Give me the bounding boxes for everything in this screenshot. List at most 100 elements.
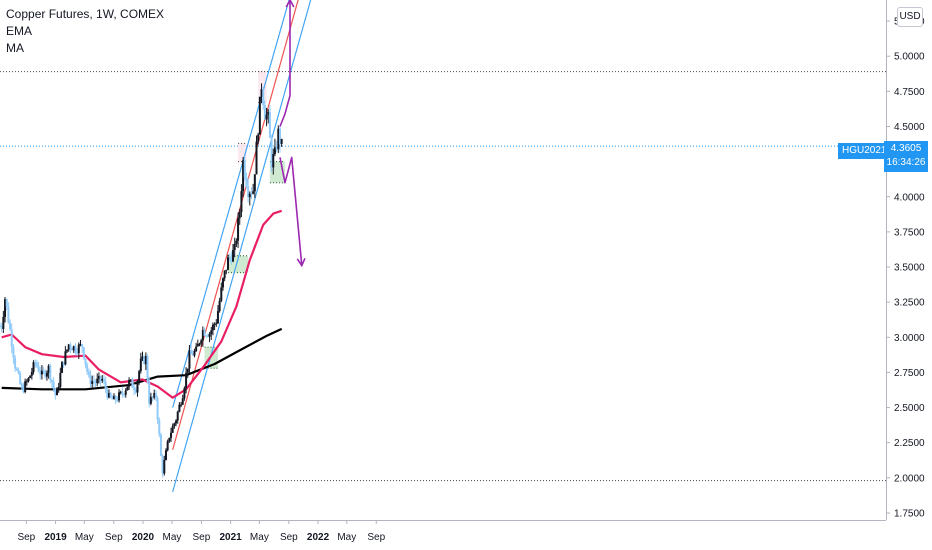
- candle-body: [34, 362, 37, 364]
- candle-body: [185, 372, 188, 389]
- forecast-arrow-head: [296, 257, 306, 268]
- candle-body: [206, 335, 209, 337]
- candle-body: [153, 392, 156, 398]
- candle-body: [216, 311, 219, 324]
- channel-upper-line: [172, 0, 290, 408]
- candle-body: [111, 396, 114, 400]
- candle-body: [45, 372, 48, 377]
- candle-body: [124, 390, 127, 395]
- candle-body: [61, 361, 64, 373]
- price-tick-label: 3.7500: [894, 227, 925, 238]
- candle-body: [4, 299, 7, 317]
- candle-body: [278, 128, 281, 144]
- candle-body: [273, 147, 276, 155]
- candle-body: [186, 368, 189, 373]
- candle-body: [57, 386, 60, 389]
- candle-body: [228, 257, 231, 259]
- candle-body: [265, 114, 268, 120]
- candle-body: [92, 380, 95, 382]
- time-tick-label: May: [163, 532, 182, 543]
- candle-body: [10, 329, 13, 347]
- forecast-arrow-path: [279, 156, 303, 266]
- candle-body: [133, 387, 136, 391]
- candle-body: [97, 375, 100, 379]
- candle-body: [14, 357, 17, 369]
- candle-body: [158, 419, 161, 435]
- candle-body: [267, 111, 270, 115]
- candle-body: [240, 191, 243, 213]
- candle-body: [170, 432, 173, 438]
- candle-body: [255, 141, 258, 175]
- candle-body: [82, 347, 85, 359]
- candle-body: [258, 96, 261, 135]
- candle-body: [171, 426, 174, 433]
- candle-body: [136, 381, 139, 393]
- candle-body: [7, 306, 10, 323]
- legend-ma[interactable]: MA: [6, 41, 24, 55]
- candle-body: [67, 344, 70, 350]
- candle-body: [107, 393, 110, 398]
- time-tick-label: Sep: [17, 532, 35, 543]
- price-tick-label: 2.5000: [894, 403, 925, 414]
- candle-body: [32, 362, 35, 372]
- candle-body: [176, 411, 179, 421]
- candle-body: [66, 349, 69, 352]
- candle-body: [238, 212, 241, 219]
- candle-body: [220, 287, 223, 301]
- candle-body: [129, 379, 132, 381]
- candle-body: [106, 389, 109, 398]
- candle-body: [22, 388, 25, 393]
- candle-body: [190, 350, 193, 354]
- resistance-zone: [258, 71, 267, 103]
- price-tick-label: 4.5000: [894, 122, 925, 133]
- candle-body: [123, 394, 126, 396]
- candle-body: [114, 396, 117, 401]
- candle-body: [9, 322, 12, 330]
- time-tick-label: Sep: [280, 532, 298, 543]
- candle-body: [242, 160, 245, 192]
- candle-body: [196, 344, 199, 347]
- arrow-layer: [279, 0, 306, 268]
- currency-button[interactable]: USD: [897, 7, 923, 27]
- time-tick-label: 2022: [307, 532, 330, 543]
- candle-body: [164, 450, 167, 461]
- candle-body: [210, 330, 213, 335]
- candle-body: [280, 138, 283, 144]
- candle-body: [141, 356, 144, 359]
- legend-ema[interactable]: EMA: [6, 24, 33, 38]
- candle-body: [47, 365, 50, 373]
- candle-body: [113, 396, 116, 400]
- candle-body: [104, 381, 107, 390]
- candle-body: [49, 365, 52, 380]
- candle-body: [50, 379, 53, 383]
- channel-lower-line: [172, 0, 312, 493]
- candle-body: [121, 391, 124, 395]
- candle-body: [35, 362, 38, 367]
- candle-body: [27, 377, 30, 382]
- candle-body: [275, 147, 278, 150]
- candle-body: [180, 404, 183, 406]
- chart-legend: Copper Futures, 1W, COMEX EMA MA: [6, 6, 164, 57]
- candle-body: [173, 423, 176, 427]
- candle-body: [193, 351, 196, 356]
- candle-body: [20, 383, 23, 389]
- forecast-arrow-head: [285, 0, 295, 8]
- candle-body: [0, 326, 3, 329]
- time-tick-label: May: [337, 532, 356, 543]
- candle-body: [59, 372, 62, 387]
- candle-body: [198, 343, 201, 345]
- candle-body: [17, 369, 20, 374]
- candle-body: [159, 434, 162, 456]
- candle-body: [134, 390, 137, 393]
- price-tick-label: 4.0000: [894, 192, 925, 203]
- candle-body: [42, 370, 45, 372]
- candle-body: [69, 344, 72, 349]
- candle-body: [99, 375, 102, 381]
- candle-body: [139, 358, 142, 372]
- candle-body: [12, 346, 15, 358]
- time-tick-label: Sep: [193, 532, 211, 543]
- candle-body: [168, 437, 171, 442]
- candle-body: [183, 388, 186, 399]
- candle-body: [227, 257, 230, 270]
